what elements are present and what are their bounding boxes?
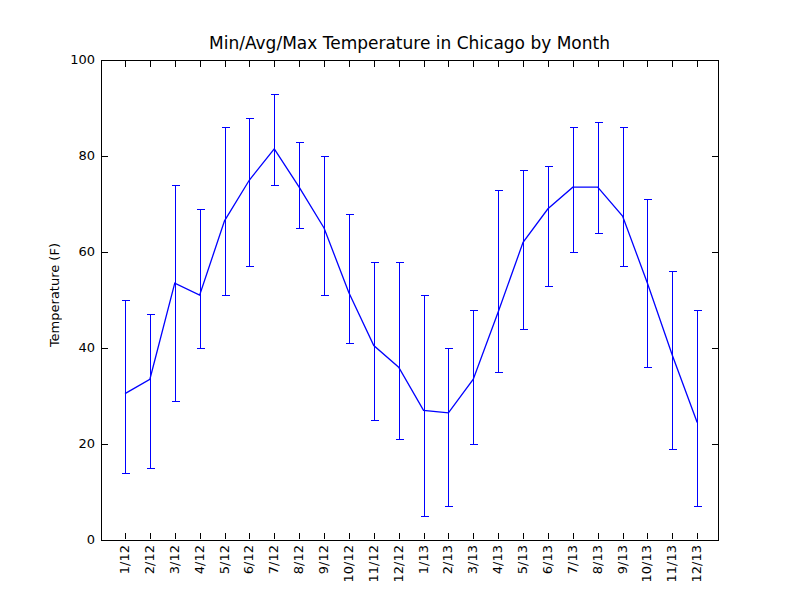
- y-tick-label: 20: [35, 436, 95, 452]
- x-tick-label: 5/12: [217, 545, 233, 574]
- x-tick-label: 6/12: [241, 545, 257, 574]
- x-tick-label: 2/12: [142, 545, 158, 574]
- x-tick-label: 10/12: [341, 545, 357, 582]
- x-tick-label: 12/13: [689, 545, 705, 582]
- x-tick-label: 3/12: [167, 545, 183, 574]
- x-tick-label: 7/12: [266, 545, 282, 574]
- matplotlib-figure: Min/Avg/Max Temperature in Chicago by Mo…: [0, 0, 800, 600]
- x-tick-label: 8/13: [590, 545, 606, 574]
- x-tick-label: 2/13: [440, 545, 456, 574]
- axes-frame: [102, 61, 719, 541]
- x-tick-label: 9/12: [316, 545, 332, 574]
- x-tick-label: 3/13: [465, 545, 481, 574]
- y-tick-label: 100: [35, 52, 95, 68]
- x-tick-label: 8/12: [291, 545, 307, 574]
- x-tick-label: 4/13: [490, 545, 506, 574]
- x-tick-label: 9/13: [615, 545, 631, 574]
- x-tick-label: 1/13: [416, 545, 432, 574]
- x-tick-label: 4/12: [192, 545, 208, 574]
- plot-area: [0, 0, 800, 600]
- x-tick-label: 1/12: [117, 545, 133, 574]
- x-tick-label: 5/13: [515, 545, 531, 574]
- x-tick-label: 7/13: [565, 545, 581, 574]
- y-tick-label: 80: [35, 148, 95, 164]
- x-tick-label: 11/12: [366, 545, 382, 582]
- x-tick-label: 6/13: [540, 545, 556, 574]
- avg-temperature-line: [125, 149, 697, 423]
- x-tick-label: 12/12: [391, 545, 407, 582]
- x-tick-label: 10/13: [639, 545, 655, 582]
- y-tick-label: 60: [35, 244, 95, 260]
- y-tick-label: 0: [35, 532, 95, 548]
- x-tick-label: 11/13: [664, 545, 680, 582]
- y-tick-label: 40: [35, 340, 95, 356]
